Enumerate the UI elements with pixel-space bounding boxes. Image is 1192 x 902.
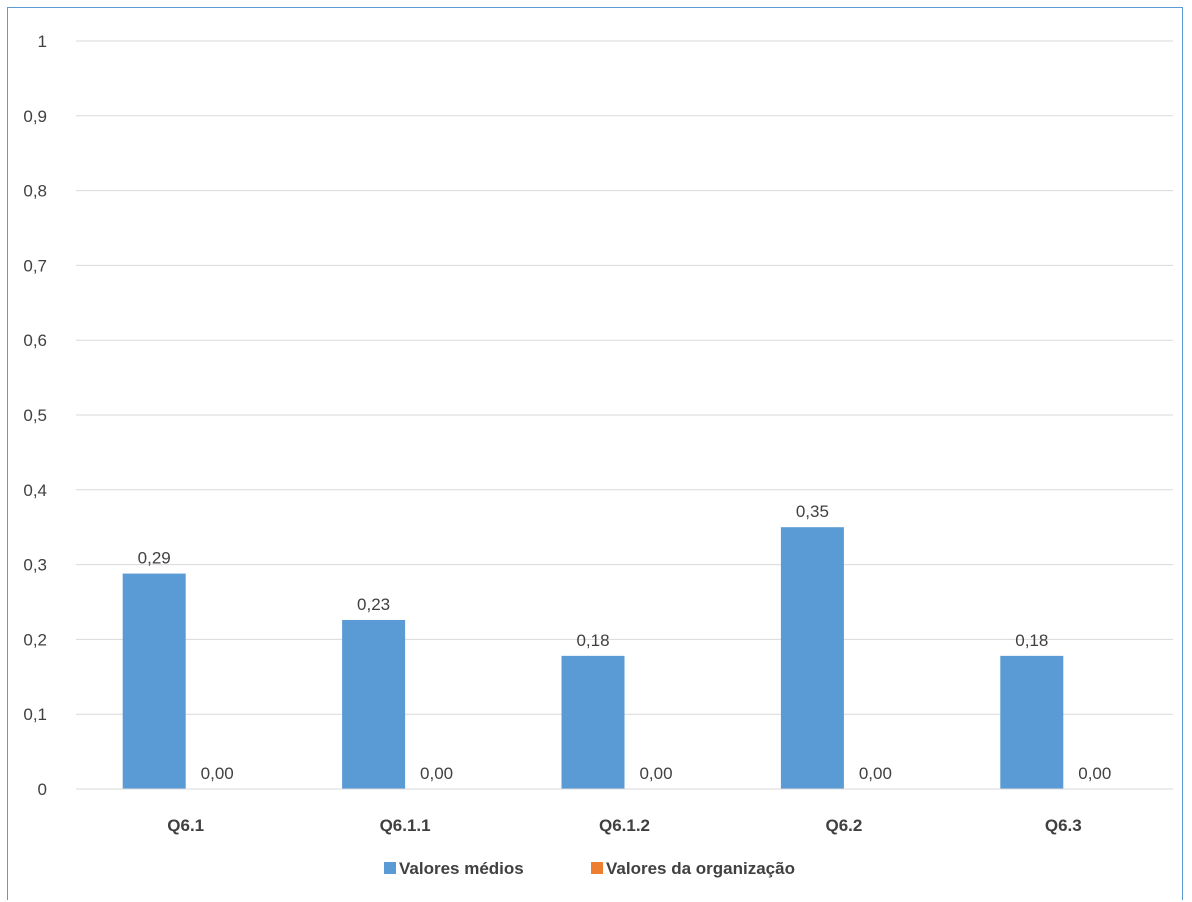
- y-tick-label: 0,2: [23, 630, 47, 649]
- y-tick-label: 0,6: [23, 331, 47, 350]
- data-label: 0,00: [420, 764, 453, 783]
- bar: [780, 527, 844, 789]
- y-tick-label: 0,4: [23, 481, 47, 500]
- bar-chart: 00,10,20,30,40,50,60,70,80,91 0,290,000,…: [23, 32, 1173, 878]
- legend-label: Valores médios: [399, 859, 524, 878]
- data-label: 0,18: [576, 631, 609, 650]
- x-category-label: Q6.2: [825, 816, 862, 835]
- legend-label: Valores da organização: [606, 859, 795, 878]
- chart-frame: 0 0,1 0,2 0,3 0,4 0,5 0,6 0,7 0,8 0,9 1 0,29 0,00 0,…: [7, 7, 1183, 900]
- y-tick-label: 0: [38, 780, 47, 799]
- data-label: 0,00: [859, 764, 892, 783]
- data-label: 0,35: [796, 502, 829, 521]
- x-category-label: Q6.1.1: [380, 816, 431, 835]
- legend-swatch: [384, 862, 396, 874]
- y-tick-label: 0,8: [23, 182, 47, 201]
- gridlines: [76, 40, 1173, 790]
- y-tick-label: 0,7: [23, 256, 47, 275]
- data-label: 0,18: [1015, 631, 1048, 650]
- bars: [122, 527, 1064, 789]
- y-tick-label: 0,5: [23, 406, 47, 425]
- x-category-label: Q6.1.2: [599, 816, 650, 835]
- bar: [1000, 655, 1064, 789]
- x-axis: Q6.1 Q6.1.1 Q6.1.2 Q6.2 Q6.3: [76, 788, 1173, 835]
- data-label: 0,23: [357, 595, 390, 614]
- data-label: 0,00: [639, 764, 672, 783]
- x-category-label: Q6.1: [167, 816, 204, 835]
- y-tick-label: 0,1: [23, 705, 47, 724]
- bar: [342, 619, 406, 789]
- y-tick-label: 0,3: [23, 556, 47, 575]
- legend: Valores médios Valores da organização: [384, 859, 795, 878]
- data-label: 0,00: [201, 764, 234, 783]
- data-labels: 0,29 0,00 0,23 0,00 0,18 0,00 0,35 0,00 0,18 0,00: [138, 502, 1112, 783]
- data-label: 0,00: [1078, 764, 1111, 783]
- bar: [561, 655, 625, 789]
- x-category-label: Q6.3: [1045, 816, 1082, 835]
- legend-swatch: [591, 862, 603, 874]
- data-label: 0,29: [138, 549, 171, 568]
- y-axis-ticks: 0 0,1 0,2 0,3 0,4 0,5 0,6 0,7 0,8 0,9 1: [23, 32, 47, 799]
- y-tick-label: 0,9: [23, 107, 47, 126]
- y-tick-label: 1: [38, 32, 47, 51]
- bar: [122, 573, 186, 789]
